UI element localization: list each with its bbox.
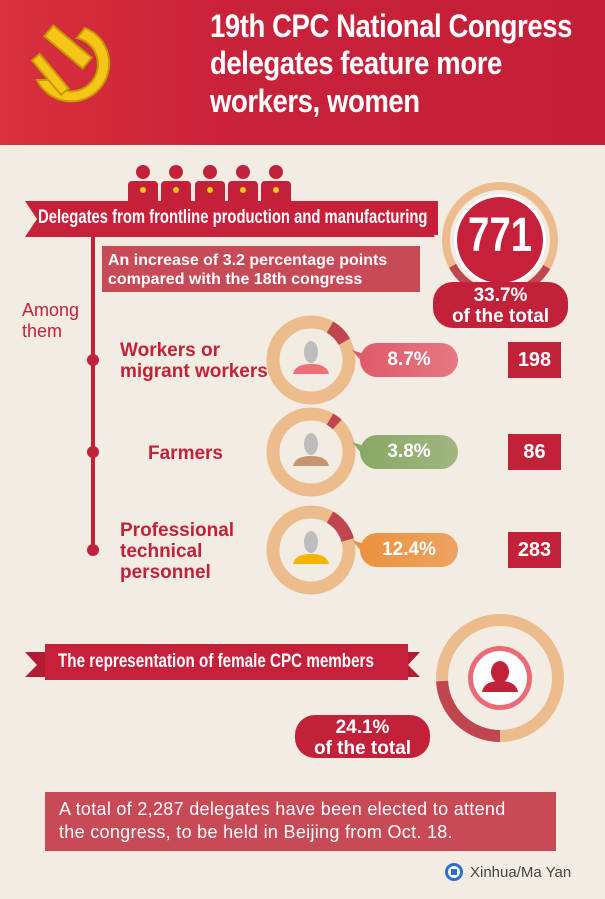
footer-note: A total of 2,287 delegates have been ele… xyxy=(45,792,556,851)
person-icon xyxy=(293,433,329,466)
category-percent-pill: 12.4% xyxy=(360,533,458,567)
header-banner: 19th CPC National Congress delegates fea… xyxy=(0,0,605,145)
category-count: 198 xyxy=(517,348,552,371)
category-percent: 12.4% xyxy=(382,539,436,560)
credit-text: Xinhua/Ma Yan xyxy=(470,863,572,881)
female-ribbon-label: The representation of female CPC members xyxy=(58,651,374,672)
title-line-3: workers, women xyxy=(210,83,420,119)
title-line-2: delegates feature more xyxy=(210,45,502,81)
among-line-2: them xyxy=(22,321,63,341)
frontline-ribbon-label: Delegates from frontline production and … xyxy=(38,207,428,228)
increase-line-1: An increase of 3.2 percentage points xyxy=(108,252,388,269)
footer-note-line-1: A total of 2,287 delegates have been ele… xyxy=(59,799,506,819)
category-count-box: 283 xyxy=(508,532,561,568)
timeline-dot xyxy=(87,544,99,556)
category-percent-pill: 3.8% xyxy=(360,435,458,469)
xinhua-logo-icon xyxy=(445,863,463,881)
increase-note: An increase of 3.2 percentage points com… xyxy=(102,246,420,292)
category-count: 283 xyxy=(517,538,552,561)
share-percent: 33.7% xyxy=(473,285,528,306)
person-icon xyxy=(293,341,329,374)
title-line-1: 19th CPC National Congress xyxy=(210,8,572,44)
increase-line-2: compared with the 18th congress xyxy=(108,271,363,288)
category-donut xyxy=(266,315,356,405)
female-donut xyxy=(436,614,564,742)
category-label: Workers or migrant workers xyxy=(120,340,268,382)
person-icon xyxy=(293,531,329,564)
frontline-ribbon: Delegates from frontline production and … xyxy=(38,201,438,235)
category-share-arc xyxy=(266,407,356,497)
category-percent: 8.7% xyxy=(387,349,431,370)
category-count-box: 86 xyxy=(508,434,561,470)
frontline-share-bubble: 33.7% of the total xyxy=(433,282,568,328)
category-label-line: technical xyxy=(120,541,203,562)
category-label: Professional technical personnel xyxy=(120,520,234,583)
female-share-label: of the total xyxy=(313,738,412,759)
category-donut xyxy=(266,407,356,497)
category-percent-pill: 8.7% xyxy=(360,343,458,377)
total-count-text: 771 xyxy=(467,209,533,262)
category-label-line: Professional xyxy=(120,520,235,541)
category-count-box: 198 xyxy=(508,342,561,378)
category-label-line: migrant workers xyxy=(120,361,268,382)
female-share-percent: 24.1% xyxy=(335,717,390,738)
category-percent: 3.8% xyxy=(387,441,431,462)
female-share-bubble: 24.1% of the total xyxy=(295,715,430,759)
category-count: 86 xyxy=(523,440,546,463)
category-share-arc xyxy=(266,315,356,405)
timeline-dot xyxy=(87,446,99,458)
timeline-dot xyxy=(87,354,99,366)
among-line-1: Among xyxy=(22,300,80,320)
credit: Xinhua/Ma Yan xyxy=(444,862,571,882)
category-donut xyxy=(266,505,356,595)
share-label: of the total xyxy=(451,306,550,327)
among-them-label: Among them xyxy=(22,300,79,342)
hammer-sickle-logo xyxy=(30,24,111,103)
footer-note-line-2: the congress, to be held in Beijing from… xyxy=(59,822,453,842)
category-share-arc xyxy=(266,505,356,595)
category-label-line: personnel xyxy=(120,562,211,583)
frontline-total-count: 771 xyxy=(440,208,560,263)
category-label-line: Farmers xyxy=(148,443,223,464)
female-share-arc xyxy=(436,614,564,742)
category-label: Farmers xyxy=(148,443,223,464)
female-ribbon: The representation of female CPC members xyxy=(58,644,408,680)
category-label-line: Workers or xyxy=(120,340,220,361)
timeline-line xyxy=(91,237,95,553)
